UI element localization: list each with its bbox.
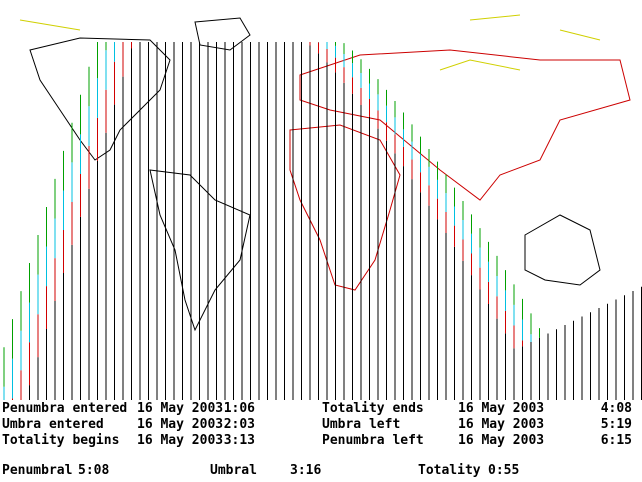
event-label: Umbra entered [2, 417, 104, 432]
event-label: Totality begins [2, 433, 120, 448]
event-label: Penumbra entered [2, 401, 128, 416]
visibility-lines [3, 42, 642, 400]
event-time: 3:13 [223, 433, 255, 448]
event-date: 16 May 2003 [458, 401, 545, 416]
event-label: Totality ends [322, 401, 424, 416]
event-date: 16 May 2003 [137, 433, 224, 448]
duration-label: Umbral [210, 463, 257, 478]
event-date: 16 May 2003 [137, 417, 224, 432]
event-date: 16 May 2003 [458, 417, 545, 432]
event-date: 16 May 2003 [458, 433, 545, 448]
event-time: 6:15 [600, 433, 632, 448]
visibility-map [3, 14, 642, 400]
duration-value: 5:08 [78, 463, 110, 478]
event-time: 5:19 [600, 417, 632, 432]
continents [19, 14, 631, 332]
event-label: Umbra left [322, 417, 401, 432]
duration-label: Totality [418, 463, 481, 478]
event-date: 16 May 2003 [137, 401, 224, 416]
event-time: 1:06 [223, 401, 255, 416]
event-time: 2:03 [223, 417, 255, 432]
duration-value: 0:55 [488, 463, 520, 478]
duration-value: 3:16 [290, 463, 322, 478]
duration-label: Penumbral [2, 463, 73, 478]
event-time: 4:08 [600, 401, 632, 416]
event-label: Penumbra left [322, 433, 424, 448]
